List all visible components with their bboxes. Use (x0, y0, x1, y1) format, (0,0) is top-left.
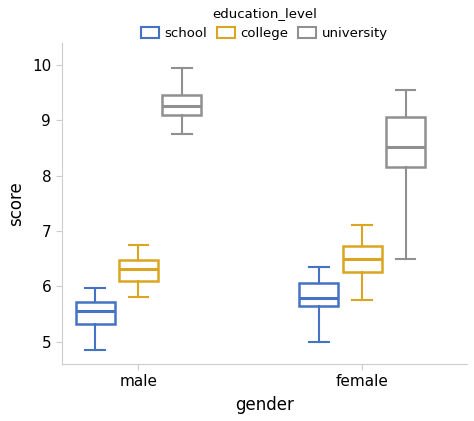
PathPatch shape (299, 283, 338, 306)
PathPatch shape (119, 260, 158, 281)
PathPatch shape (386, 117, 425, 167)
PathPatch shape (75, 302, 115, 324)
Y-axis label: score: score (7, 181, 25, 226)
PathPatch shape (162, 96, 201, 115)
Legend: school, college, university: school, college, university (141, 7, 388, 40)
PathPatch shape (343, 246, 382, 272)
X-axis label: gender: gender (235, 396, 294, 414)
